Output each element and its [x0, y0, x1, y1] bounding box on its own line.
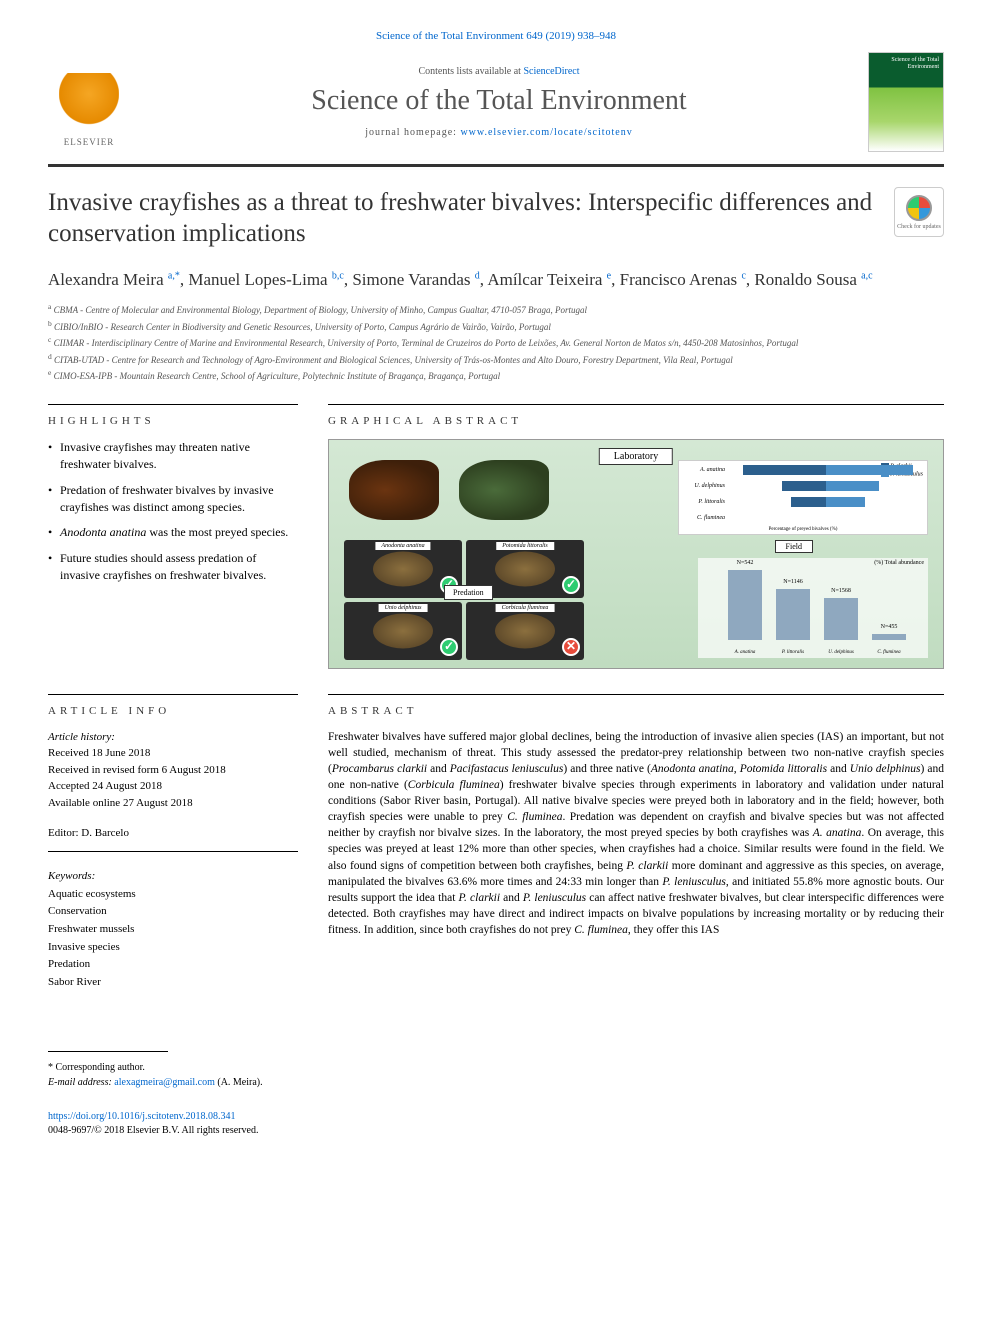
doi-block: https://doi.org/10.1016/j.scitotenv.2018…	[48, 1110, 944, 1138]
keyword-item: Invasive species	[48, 939, 298, 957]
footer-separator	[48, 1051, 168, 1052]
affiliation-item: d CITAB-UTAD - Centre for Research and T…	[48, 351, 944, 368]
ga-laboratory-chart: P. clarkii P. leniusculus A. anatina U. …	[678, 460, 928, 535]
sciencedirect-link[interactable]: ScienceDirect	[523, 66, 579, 77]
elsevier-label: ELSEVIER	[64, 137, 115, 147]
affiliations-list: a CBMA - Centre of Molecular and Environ…	[48, 301, 944, 384]
article-info-heading: ARTICLE INFO	[48, 694, 298, 717]
cross-icon: ✕	[562, 638, 580, 656]
homepage-line: journal homepage: www.elsevier.com/locat…	[130, 127, 868, 138]
ga-bar-row: C. fluminea	[683, 511, 923, 525]
homepage-link[interactable]: www.elsevier.com/locate/scitotenv	[460, 127, 632, 138]
abstract-heading: ABSTRACT	[328, 694, 944, 717]
ga-field-bar: N=542	[728, 570, 762, 640]
keyword-item: Predation	[48, 956, 298, 974]
keyword-item: Sabor River	[48, 974, 298, 992]
journal-header: Science of the Total Environment 649 (20…	[48, 30, 944, 167]
keywords-block: Keywords: Aquatic ecosystemsConservation…	[48, 868, 298, 991]
ga-laboratory-label: Laboratory	[599, 448, 673, 465]
ga-crayfish-leniusculus-icon	[459, 460, 549, 520]
ga-field-bar: N=1146	[776, 589, 810, 639]
highlight-item: Anodonta anatina was the most preyed spe…	[48, 524, 298, 541]
check-icon: ✓	[440, 638, 458, 656]
ga-bivalve-panel: Corbicula fluminea ✕	[466, 602, 584, 660]
keyword-item: Aquatic ecosystems	[48, 886, 298, 904]
corresponding-author: * Corresponding author. E-mail address: …	[48, 1060, 944, 1090]
ga-bivalve-name: Potomida littoralis	[496, 542, 554, 550]
ga-bivalve-name: Corbicula fluminea	[496, 604, 555, 612]
journal-cover-thumb: Science of the Total Environment	[868, 52, 944, 152]
corresponding-email-link[interactable]: alexagmeira@gmail.com	[114, 1077, 215, 1088]
journal-ref-link[interactable]: Science of the Total Environment 649 (20…	[376, 30, 616, 42]
crossmark-badge[interactable]: Check for updates	[894, 187, 944, 237]
ga-field-bar: N=455	[872, 634, 906, 640]
ga-predation-label: Predation	[444, 585, 493, 600]
check-icon: ✓	[562, 576, 580, 594]
contents-line: Contents lists available at ScienceDirec…	[130, 66, 868, 77]
editor-line: Editor: D. Barcelo	[48, 827, 298, 852]
graphical-abstract-heading: GRAPHICAL ABSTRACT	[328, 404, 944, 427]
abstract-text: Freshwater bivalves have suffered major …	[328, 729, 944, 938]
cover-thumb-label: Science of the Total Environment	[869, 57, 939, 70]
ga-bar-row: A. anatina	[683, 463, 923, 477]
journal-reference: Science of the Total Environment 649 (20…	[48, 30, 944, 42]
ga-crayfish-clarkii-icon	[349, 460, 439, 520]
affiliation-item: b CIBIO/InBIO - Research Center in Biodi…	[48, 318, 944, 335]
ga-field-bar: N=1568	[824, 598, 858, 640]
history-label: Article history:	[48, 729, 298, 746]
elsevier-logo: ELSEVIER	[48, 57, 130, 147]
shell-icon	[495, 551, 555, 586]
shell-icon	[495, 613, 555, 648]
ga-field-chart: N=542A. anatinaN=1146P. littoralisN=1568…	[698, 558, 928, 658]
affiliation-item: c CIIMAR - Interdisciplinary Centre of M…	[48, 334, 944, 351]
history-line: Available online 27 August 2018	[48, 795, 298, 812]
crossmark-icon	[906, 195, 932, 221]
ga-bivalve-grid: Anodonta anatina ✓ Potomida littoralis ✓…	[344, 540, 584, 660]
article-history: Article history: Received 18 June 2018Re…	[48, 729, 298, 812]
ga-bivalve-name: Anodonta anatina	[375, 542, 430, 550]
history-line: Received in revised form 6 August 2018	[48, 762, 298, 779]
graphical-abstract-figure: Laboratory P. clarkii P. leniusculus A. …	[328, 439, 944, 669]
affiliation-item: a CBMA - Centre of Molecular and Environ…	[48, 301, 944, 318]
highlights-heading: HIGHLIGHTS	[48, 404, 298, 427]
keyword-item: Conservation	[48, 903, 298, 921]
ga-field-label: Field	[775, 540, 813, 553]
corresponding-label: * Corresponding author.	[48, 1060, 944, 1075]
ga-bivalve-panel: Unio delphinus ✓	[344, 602, 462, 660]
history-line: Received 18 June 2018	[48, 745, 298, 762]
keyword-item: Freshwater mussels	[48, 921, 298, 939]
authors-list: Alexandra Meira a,*, Manuel Lopes-Lima b…	[48, 268, 944, 292]
highlight-item: Future studies should assess predation o…	[48, 550, 298, 585]
ga-bivalve-name: Unio delphinus	[379, 604, 428, 612]
highlight-item: Invasive crayfishes may threaten native …	[48, 439, 298, 474]
keywords-label: Keywords:	[48, 868, 298, 886]
issn-copyright: 0048-9697/© 2018 Elsevier B.V. All right…	[48, 1125, 258, 1136]
ga-bar-row: U. delphinus	[683, 479, 923, 493]
article-title: Invasive crayfishes as a threat to fresh…	[48, 187, 894, 250]
crossmark-text: Check for updates	[897, 224, 941, 230]
journal-name: Science of the Total Environment	[130, 85, 868, 117]
doi-link[interactable]: https://doi.org/10.1016/j.scitotenv.2018…	[48, 1111, 236, 1122]
highlights-list: Invasive crayfishes may threaten native …	[48, 439, 298, 585]
history-line: Accepted 24 August 2018	[48, 778, 298, 795]
elsevier-tree-icon	[59, 73, 119, 133]
shell-icon	[373, 613, 433, 648]
ga-bar-row: P. littoralis	[683, 495, 923, 509]
highlight-item: Predation of freshwater bivalves by inva…	[48, 482, 298, 517]
affiliation-item: e CIMO-ESA-IPB - Mountain Research Centr…	[48, 367, 944, 384]
shell-icon	[373, 551, 433, 586]
